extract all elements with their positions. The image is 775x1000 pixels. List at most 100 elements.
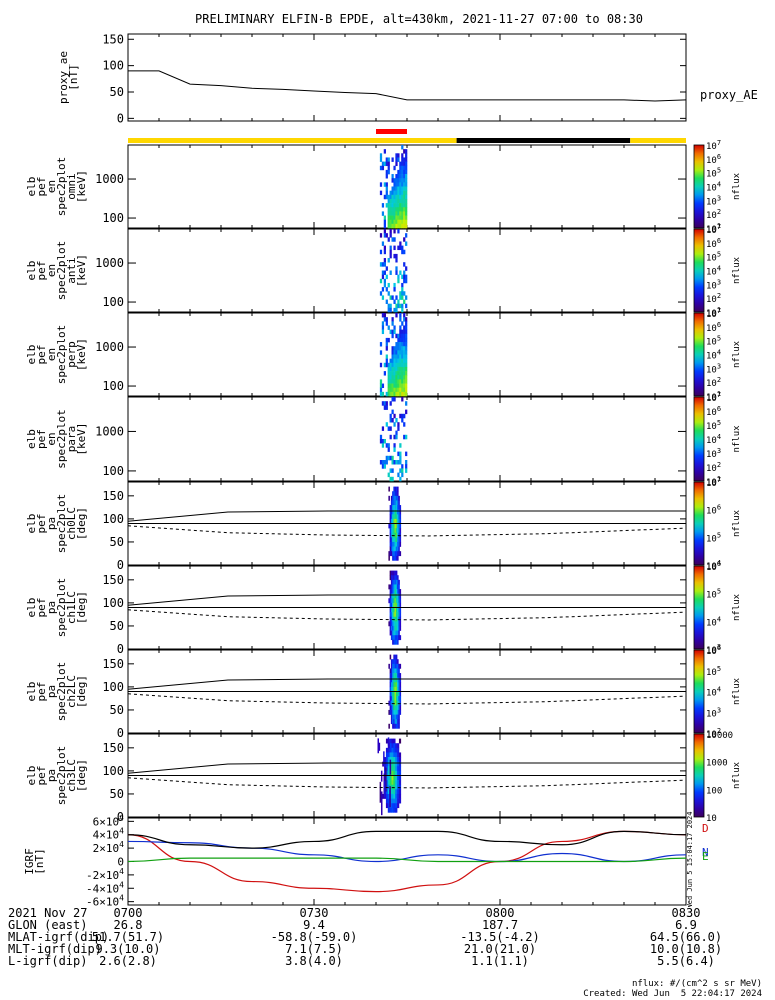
spectrogram-cell: [405, 464, 408, 469]
pitch-angle-cell: [383, 780, 386, 798]
colorbar-6-bar: [693, 481, 705, 566]
spectrogram-cell: [393, 422, 396, 427]
pitch-angle-cell: [383, 751, 385, 765]
pitch-angle-cell: [395, 546, 398, 552]
spectrogram-cell: [395, 223, 398, 229]
spectrogram-cell: [391, 321, 394, 326]
pitch-angle-cell: [390, 500, 393, 506]
ephemeris-value: 21.0(21.0): [463, 942, 537, 956]
y-tick-label: 6×104: [93, 813, 125, 828]
pitch-angle-cell: [385, 757, 389, 762]
pitch-angle-cell: [389, 551, 392, 557]
spectrogram-cell: [387, 325, 390, 330]
y-tick-label: 100: [102, 464, 124, 478]
spectrogram-cell: [391, 387, 394, 393]
pitch-angle-cell: [387, 766, 390, 772]
en_perp-ylabel-line: elb: [25, 345, 38, 365]
spectrogram-cell: [405, 207, 408, 212]
spectrogram-cell: [391, 157, 394, 162]
pitch-angle-cell: [398, 775, 402, 781]
pitch-angle-cell: [393, 752, 396, 758]
pitch-angle-cell: [392, 607, 394, 613]
en_anti-ylabel-line: en: [45, 264, 58, 277]
spectrogram-cell: [383, 194, 386, 200]
pitch-angle-cell: [397, 798, 400, 804]
spectrogram-cell: [401, 245, 404, 251]
pitch-angle-cell: [388, 598, 390, 604]
spectrogram-cell: [403, 313, 406, 318]
pitch-angle-cell: [390, 659, 393, 665]
pitch-angle-cell: [395, 775, 398, 781]
spectrogram-cell: [399, 460, 402, 465]
spectrogram-cell: [403, 165, 406, 171]
pitch-angle-cell: [392, 659, 394, 665]
pitch-angle-cell: [395, 509, 398, 515]
spectrogram-cell: [391, 350, 394, 355]
spectrogram-cell: [405, 362, 408, 368]
pitch-angle-cell: [395, 518, 398, 524]
pitch-angle-cell: [390, 714, 393, 720]
pitch-angle-cell: [397, 509, 399, 515]
pitch-angle-cell: [380, 770, 383, 782]
ephemeris-value: 6.9: [675, 918, 697, 932]
pitch-angle-cell: [398, 514, 400, 520]
pitch-angle-cell: [395, 700, 398, 706]
pitch-angle-cell: [398, 505, 400, 510]
spectrogram-cell: [405, 161, 408, 167]
pitch-angle-cell: [398, 630, 400, 636]
spectrogram-cell: [401, 157, 404, 162]
pitch-angle-cell: [393, 518, 395, 524]
y-tick-label: 0: [117, 810, 124, 824]
pitch-angle-cell: [395, 584, 398, 590]
loss-cone-upper-line: [127, 678, 686, 690]
pitch-angle-cell: [392, 635, 394, 641]
spectrogram-cell: [381, 295, 385, 300]
pitch-angle-cell: [394, 523, 397, 529]
spectrogram-cell: [389, 295, 392, 300]
colorbar-9-tick: 1000: [706, 759, 728, 769]
pitch-angle-cell: [385, 789, 389, 795]
pitch-angle-cell: [393, 630, 395, 636]
en_anti-ylabel-line: spec2plot: [55, 241, 68, 301]
pitch-angle-cell: [393, 738, 396, 744]
spectrogram-cell: [403, 223, 406, 229]
ephemeris-value: 10.0(10.8): [649, 942, 723, 956]
spectrogram-cell: [387, 207, 390, 212]
pitch-angle-cell: [397, 575, 399, 581]
pitch-angle-cell: [398, 705, 400, 711]
y-tick-label: 150: [102, 657, 124, 671]
spectrogram-cell: [393, 375, 396, 380]
spectrogram-cell: [397, 153, 400, 158]
spectrogram-cell: [383, 282, 386, 288]
pitch-angle-cell: [389, 668, 392, 674]
colorbar-9: 10 100 1000 10000 nflux: [693, 731, 742, 824]
pitch-angle-cell: [397, 528, 399, 534]
spectrogram-cell: [395, 157, 398, 162]
pitch-angle-cell: [397, 500, 399, 506]
loss-cone-lower-line: [127, 609, 687, 621]
spectrogram-cell: [399, 215, 402, 220]
spectrogram-cell: [389, 468, 392, 473]
spectrogram-cell: [401, 379, 404, 384]
pitch-angle-cell: [394, 677, 397, 683]
pitch-angle-cell: [390, 570, 393, 576]
spectrogram-cell: [379, 379, 383, 384]
spectrogram-cell: [395, 295, 398, 300]
colorbar-8-tick: 103: [706, 706, 721, 719]
pitch-angle-cell: [392, 500, 394, 506]
spectrogram-cell: [403, 317, 406, 322]
pitch-angle-cell: [399, 691, 402, 697]
spectrogram-cell: [385, 182, 388, 187]
spectrogram-cell: [389, 233, 392, 238]
spectrogram-cell: [403, 194, 406, 200]
pitch-angle-cell: [395, 551, 398, 557]
pitch-angle-cell: [397, 677, 399, 683]
spectrogram-cell: [391, 329, 394, 335]
pitch-angle-cell: [392, 509, 394, 515]
spectrogram-cell: [391, 211, 394, 216]
loss-cone-upper-line: [127, 510, 686, 522]
spectrogram-cell: [393, 383, 396, 388]
pitch-angle-cell: [393, 495, 395, 501]
pitch-angle-cell: [393, 663, 395, 669]
pitch-angle-cell: [393, 505, 395, 510]
